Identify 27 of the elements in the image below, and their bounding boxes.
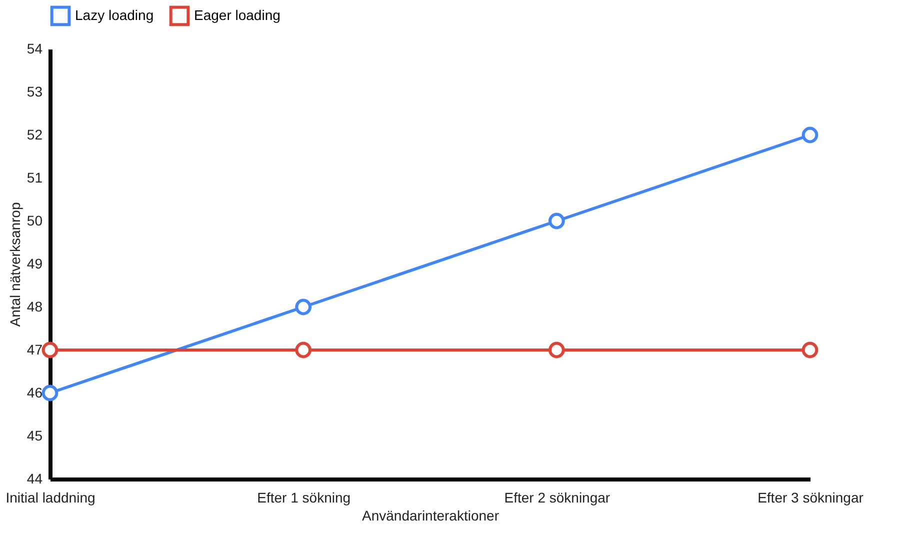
point xyxy=(548,212,565,230)
y-axis-title: Antal nätverksanrop xyxy=(6,202,23,327)
y-tick-label: 46 xyxy=(26,384,43,400)
y-tick-label: 45 xyxy=(26,428,43,444)
y-tick-label: 54 xyxy=(26,40,43,56)
y-tick-label: 50 xyxy=(26,212,43,228)
point xyxy=(42,384,58,402)
y-tick-label: 52 xyxy=(26,126,43,142)
point xyxy=(802,126,818,144)
point xyxy=(42,342,58,358)
x-tick-label: Efter 1 sökning xyxy=(257,490,351,506)
x-tick-label: Efter 3 sökningar xyxy=(758,490,864,506)
y-tick-label: 49 xyxy=(26,256,43,272)
y-tick-label: 51 xyxy=(26,170,43,186)
point xyxy=(295,342,312,358)
legend-label: Eager loading xyxy=(194,6,280,23)
y-tick-label: 44 xyxy=(26,470,43,486)
y-tick-label: 48 xyxy=(26,298,43,314)
point xyxy=(295,298,312,316)
x-axis-title: Användarinteraktioner xyxy=(362,508,500,524)
legend-label: Lazy loading xyxy=(75,6,154,23)
x-tick-label: Initial laddning xyxy=(6,490,96,506)
point xyxy=(802,342,818,358)
x-tick-label: Efter 2 sökningar xyxy=(504,490,610,506)
y-tick-label: 53 xyxy=(26,84,43,100)
point xyxy=(548,342,565,358)
y-tick-label: 47 xyxy=(26,342,43,358)
